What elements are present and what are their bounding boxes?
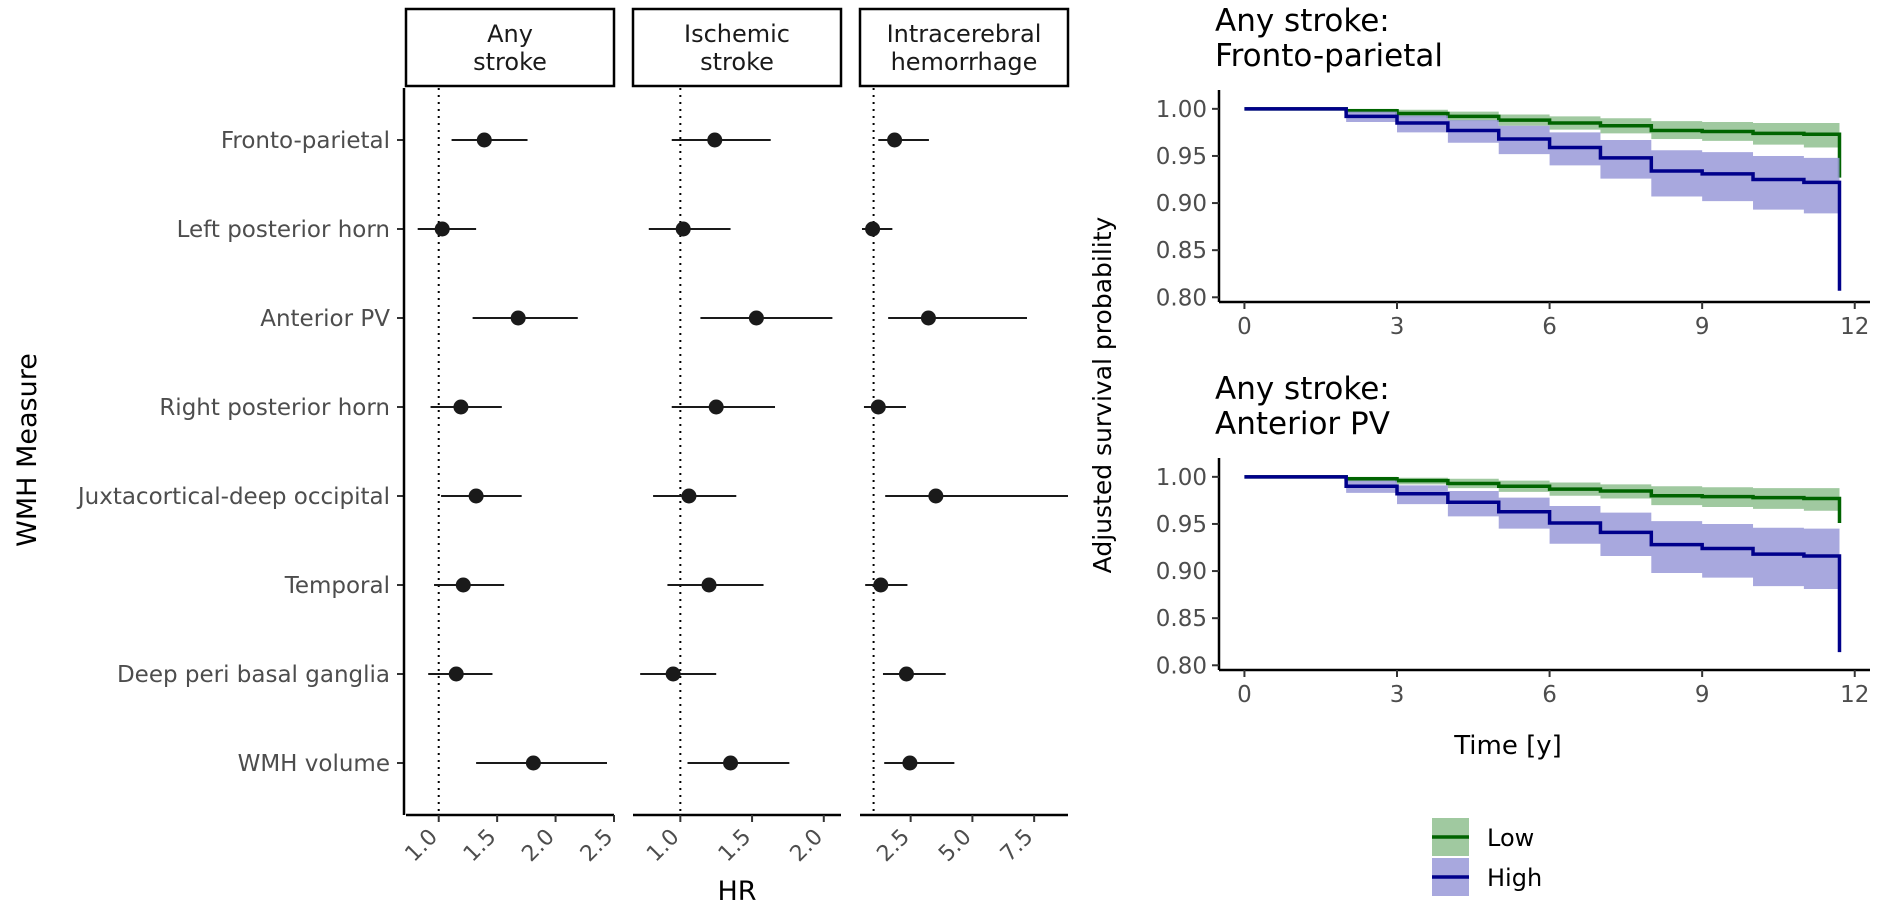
x-tick-label: 2.0 — [786, 825, 828, 867]
hr-point — [525, 755, 541, 771]
km-y-axis-title: Adjusted survival probability — [1088, 216, 1117, 573]
y-tick-label: 1.00 — [1156, 97, 1207, 123]
hr-point — [870, 399, 886, 415]
measure-label: Anterior PV — [260, 306, 390, 332]
y-tick-label: 0.85 — [1156, 238, 1207, 264]
x-tick-label: 0 — [1237, 682, 1252, 708]
y-tick-label: 0.95 — [1156, 144, 1207, 170]
facet-label: Any — [487, 20, 533, 48]
survival-panel: Any stroke:Anterior PV 1.00 0.95 0.90 0.85 0.… — [1156, 371, 1870, 708]
x-tick-label: 3 — [1390, 314, 1405, 340]
confidence-band — [1244, 108, 1840, 216]
x-tick-label: 5.0 — [934, 825, 976, 867]
facet-strip — [631, 7, 843, 88]
survival-line-high — [1244, 475, 1842, 653]
hr-point — [865, 221, 881, 237]
km-x-axis-title: Time [y] — [1453, 731, 1562, 761]
panel-title: Any stroke: — [1215, 371, 1390, 407]
panel-title: Fronto-parietal — [1215, 38, 1443, 74]
hr-point — [873, 577, 889, 593]
hr-point — [701, 577, 717, 593]
facet-strip — [404, 7, 616, 88]
x-tick-label: 6 — [1542, 682, 1557, 708]
confidence-band — [1244, 108, 1840, 150]
panel-title: Anterior PV — [1215, 406, 1390, 442]
y-tick-label: 0.85 — [1156, 606, 1207, 632]
confidence-band — [1244, 476, 1840, 512]
hr-point — [434, 221, 450, 237]
legend-label: High — [1487, 864, 1542, 892]
hr-point — [675, 221, 691, 237]
forest-measure-labels: Fronto-parietal Left posterior horn Anteri… — [76, 128, 404, 777]
x-tick-label: 9 — [1695, 682, 1710, 708]
legend-label: Low — [1487, 824, 1534, 852]
x-tick-label: 2.5 — [872, 825, 914, 867]
y-tick-label: 0.95 — [1156, 512, 1207, 538]
x-tick-label: 2.0 — [517, 825, 559, 867]
x-tick-label: 1.0 — [401, 825, 443, 867]
survival-panel: Any stroke:Fronto-parietal 1.00 0.95 0.90 0.… — [1156, 3, 1870, 340]
facet-label: hemorrhage — [891, 48, 1038, 76]
x-tick-label: 1.5 — [459, 825, 501, 867]
km-panels: Any stroke:Fronto-parietal1.000.950.900.… — [1156, 3, 1870, 708]
x-tick-label: 1.5 — [714, 825, 756, 867]
x-tick-label: 6 — [1542, 314, 1557, 340]
x-tick-label: 1.0 — [642, 825, 684, 867]
facet-label: stroke — [473, 48, 547, 76]
measure-label: Left posterior horn — [177, 217, 390, 243]
survival-line-low — [1244, 107, 1842, 178]
survival-line-low — [1244, 475, 1842, 524]
facet-label: Intracerebral — [887, 20, 1042, 48]
x-tick-label: 0 — [1237, 314, 1252, 340]
x-tick-label: 12 — [1840, 314, 1869, 340]
forest-y-axis-title: WMH Measure — [12, 353, 43, 547]
hr-point — [453, 399, 469, 415]
hr-point — [928, 488, 944, 504]
y-tick-label: 0.80 — [1156, 653, 1207, 679]
x-tick-label: 2.5 — [576, 825, 618, 867]
y-tick-label: 0.80 — [1156, 285, 1207, 311]
measure-label: Fronto-parietal — [221, 128, 390, 154]
measure-label: Temporal — [284, 573, 390, 599]
hr-point — [920, 310, 936, 326]
hr-point — [665, 666, 681, 682]
y-tick-label: 0.90 — [1156, 191, 1207, 217]
hr-point — [468, 488, 484, 504]
panel-title: Any stroke: — [1215, 3, 1390, 39]
measure-label: Juxtacortical-deep occipital — [76, 484, 390, 510]
x-tick-label: 7.5 — [996, 825, 1038, 867]
x-tick-label: 3 — [1390, 682, 1405, 708]
y-tick-label: 1.00 — [1156, 465, 1207, 491]
hr-point — [723, 755, 739, 771]
facet-strip — [858, 7, 1070, 88]
measure-label: WMH volume — [238, 751, 390, 777]
hr-point — [510, 310, 526, 326]
hr-point — [681, 488, 697, 504]
hr-point — [448, 666, 464, 682]
forest-x-axis-title: HR — [717, 876, 756, 906]
hr-point — [902, 755, 918, 771]
hr-point — [887, 132, 903, 148]
confidence-band — [1244, 476, 1840, 591]
hr-point — [455, 577, 471, 593]
legend: Low High — [1432, 818, 1542, 896]
x-tick-label: 12 — [1840, 682, 1869, 708]
hr-point — [708, 399, 724, 415]
survival-line-high — [1244, 107, 1842, 291]
hr-point — [476, 132, 492, 148]
measure-label: Deep peri basal ganglia — [117, 662, 390, 688]
measure-label: Right posterior horn — [159, 395, 390, 421]
facet-label: Ischemic — [684, 20, 790, 48]
x-tick-label: 9 — [1695, 314, 1710, 340]
hr-point — [898, 666, 914, 682]
facet-label: stroke — [700, 48, 774, 76]
hr-point — [748, 310, 764, 326]
y-tick-label: 0.90 — [1156, 559, 1207, 585]
hr-point — [707, 132, 723, 148]
